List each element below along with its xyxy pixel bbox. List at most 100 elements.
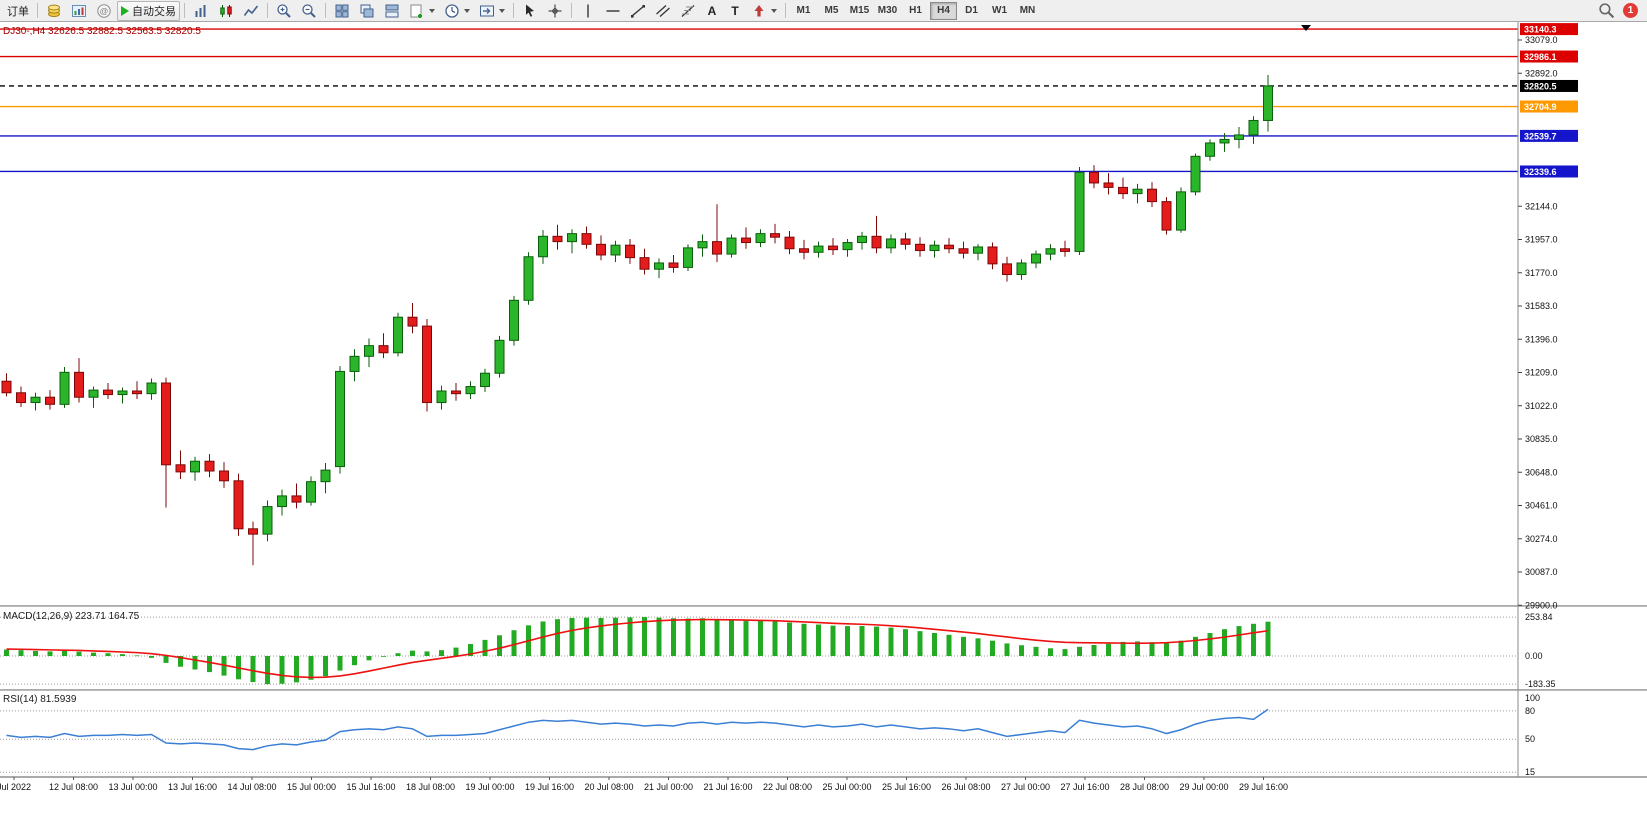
horizontal-line-icon <box>606 9 620 12</box>
timeframe-h1[interactable]: H1 <box>909 5 922 16</box>
level-lines-layer <box>0 28 1518 173</box>
svg-text:30648.0: 30648.0 <box>1525 467 1558 477</box>
text-label-tool-button[interactable]: A <box>701 1 723 21</box>
timeframe-m15[interactable]: M15 <box>849 5 870 16</box>
svg-text:31209.0: 31209.0 <box>1525 368 1558 378</box>
svg-text:80: 80 <box>1525 706 1535 716</box>
svg-text:30835.0: 30835.0 <box>1525 434 1558 444</box>
svg-text:12 Jul 08:00: 12 Jul 08:00 <box>49 782 98 792</box>
arrow-tools-button[interactable] <box>747 1 781 21</box>
clock-icon <box>445 3 459 18</box>
svg-text:29900.0: 29900.0 <box>1525 600 1558 610</box>
svg-text:30274.0: 30274.0 <box>1525 534 1558 544</box>
svg-text:253.84: 253.84 <box>1525 612 1553 622</box>
search-icon[interactable] <box>1598 2 1615 19</box>
new-order-button[interactable]: 订单 <box>3 1 33 21</box>
candlestick-type-button[interactable] <box>214 1 238 21</box>
fibonacci-tool-button[interactable] <box>676 1 700 21</box>
profile-chart-button[interactable] <box>67 1 91 21</box>
new-chart-button[interactable] <box>405 1 439 21</box>
svg-text:@: @ <box>100 6 109 16</box>
zoom-in-icon <box>277 3 291 18</box>
vertical-line-icon <box>587 4 589 17</box>
auto-trading-label: 自动交易 <box>132 5 176 18</box>
fibonacci-icon <box>681 4 695 17</box>
zoom-out-button[interactable] <box>297 1 321 21</box>
mql-community-button[interactable]: @ <box>92 1 116 21</box>
svg-text:33140.3: 33140.3 <box>1524 25 1557 35</box>
profiles-button[interactable] <box>440 1 474 21</box>
timeframe-mn[interactable]: MN <box>1019 5 1036 16</box>
candlestick-icon <box>220 4 232 17</box>
svg-text:32144.0: 32144.0 <box>1525 201 1558 211</box>
trendline-tool-button[interactable] <box>626 1 650 21</box>
tile-windows-button[interactable] <box>330 1 354 21</box>
arrange-windows-button[interactable] <box>380 1 404 21</box>
new-order-label: 订单 <box>7 5 29 18</box>
channel-tool-button[interactable] <box>651 1 675 21</box>
dropdown-caret <box>464 8 470 13</box>
bar-chart-icon <box>195 4 206 17</box>
timeframe-w1[interactable]: W1 <box>992 5 1007 16</box>
timeframe-h4[interactable]: H4 <box>930 1 957 20</box>
timeframe-m1[interactable]: M1 <box>796 5 811 16</box>
svg-text:Jul 2022: Jul 2022 <box>0 782 31 792</box>
svg-text:31022.0: 31022.0 <box>1525 401 1558 411</box>
timeframe-d1[interactable]: D1 <box>965 5 978 16</box>
play-icon <box>121 5 129 16</box>
marker-layer <box>1301 25 1311 31</box>
chart-shift-icon <box>480 5 494 16</box>
svg-text:31770.0: 31770.0 <box>1525 268 1558 278</box>
notification-badge[interactable]: 1 <box>1623 3 1638 18</box>
zoom-in-button[interactable] <box>272 1 296 21</box>
profile-chart-icon <box>72 4 86 17</box>
new-chart-icon <box>410 4 422 18</box>
zoom-out-icon <box>302 3 316 18</box>
svg-text:22 Jul 08:00: 22 Jul 08:00 <box>763 782 812 792</box>
svg-text:32892.0: 32892.0 <box>1525 68 1558 78</box>
notification-count: 1 <box>1627 5 1634 16</box>
line-chart-type-button[interactable] <box>239 1 263 21</box>
horizontal-line-tool-button[interactable] <box>601 1 625 21</box>
toolbar-separator <box>513 3 514 18</box>
svg-text:18 Jul 08:00: 18 Jul 08:00 <box>406 782 455 792</box>
cascade-windows-button[interactable] <box>355 1 379 21</box>
dropdown-caret <box>771 8 777 13</box>
chart-area: 33079.0 32892.0 32144.0 31957.0 31770.0 31583… <box>0 22 1647 835</box>
gold-coins-icon <box>48 4 60 17</box>
svg-text:19 Jul 16:00: 19 Jul 16:00 <box>525 782 574 792</box>
svg-text:21 Jul 00:00: 21 Jul 00:00 <box>644 782 693 792</box>
price-chart-canvas[interactable]: 33079.0 32892.0 32144.0 31957.0 31770.0 31583… <box>0 22 1647 835</box>
toolbar-right-cluster: 1 <box>1598 2 1644 19</box>
svg-text:33079.0: 33079.0 <box>1525 35 1558 45</box>
svg-text:27 Jul 16:00: 27 Jul 16:00 <box>1060 782 1109 792</box>
svg-text:29 Jul 16:00: 29 Jul 16:00 <box>1239 782 1288 792</box>
svg-text:-183.35: -183.35 <box>1525 679 1556 689</box>
svg-text:32820.5: 32820.5 <box>1524 81 1557 91</box>
svg-text:25 Jul 16:00: 25 Jul 16:00 <box>882 782 931 792</box>
svg-text:13 Jul 00:00: 13 Jul 00:00 <box>108 782 157 792</box>
separators-layer <box>0 22 1647 778</box>
chart-shift-button[interactable] <box>475 1 509 21</box>
toolbar-separator <box>184 3 185 18</box>
gold-coins-button[interactable] <box>42 1 66 21</box>
timeframe-m5[interactable]: M5 <box>824 5 839 16</box>
svg-text:30461.0: 30461.0 <box>1525 501 1558 511</box>
svg-text:32704.9: 32704.9 <box>1524 102 1557 112</box>
timeframe-m30[interactable]: M30 <box>877 5 898 16</box>
text-tool-button[interactable]: T <box>724 1 746 21</box>
svg-text:30087.0: 30087.0 <box>1525 567 1558 577</box>
svg-text:15: 15 <box>1525 767 1535 777</box>
svg-text:14 Jul 08:00: 14 Jul 08:00 <box>227 782 276 792</box>
bar-chart-type-button[interactable] <box>189 1 213 21</box>
vertical-line-tool-button[interactable] <box>576 1 600 21</box>
auto-trading-button[interactable]: 自动交易 <box>117 0 180 21</box>
crosshair-tool-button[interactable] <box>543 1 567 21</box>
svg-text:31583.0: 31583.0 <box>1525 301 1558 311</box>
mql-community-icon: @ <box>97 3 111 18</box>
svg-text:21 Jul 16:00: 21 Jul 16:00 <box>703 782 752 792</box>
cursor-tool-button[interactable] <box>518 1 542 21</box>
timeframe-group: M1 M5 M15 M30 H1 H4 D1 W1 MN <box>790 1 1041 20</box>
tile-windows-icon <box>335 4 349 17</box>
svg-text:31957.0: 31957.0 <box>1525 235 1558 245</box>
